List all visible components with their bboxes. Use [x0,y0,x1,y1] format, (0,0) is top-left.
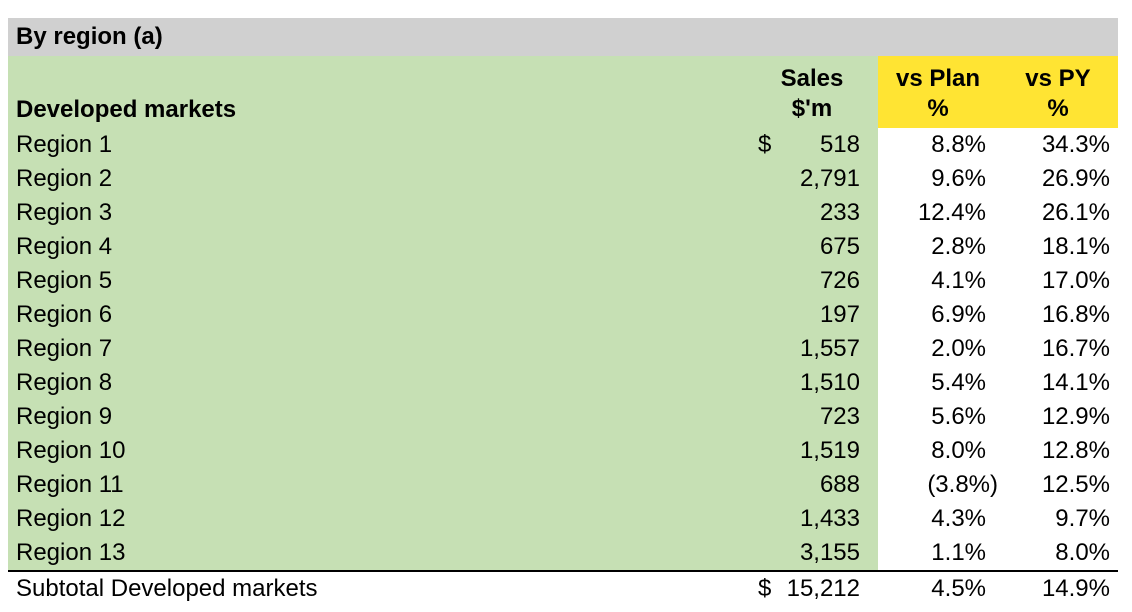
plan-column-header: vs Plan % [878,64,998,124]
subtotal-row: Subtotal Developed markets $ 15,212 4.5%… [8,570,1118,606]
sales-value: 726 [819,267,860,294]
region-name: Region 4 [16,233,113,260]
region-name: Region 9 [16,403,113,430]
plan-value: 4.3% [931,505,986,532]
sales-value: 723 [819,403,860,430]
sales-value: 1,433 [799,505,860,532]
py-value: 26.1% [1041,199,1110,226]
subtotal-sales: 15,212 [786,575,860,602]
table-body: Developed markets Sales $'m vs Plan % vs… [8,56,1118,606]
sales-header-line2: $'m [791,95,833,122]
sales-value: 2,791 [799,165,860,192]
table-row: Region 7 1,557 2.0% 16.7% [8,332,1118,366]
plan-value: 5.4% [931,369,986,396]
table-row: Region 13 3,155 1.1% 8.0% [8,536,1118,570]
currency-symbol: $ [758,575,772,602]
plan-value: 1.1% [931,539,986,566]
region-name: Region 7 [16,335,113,362]
plan-value: 2.0% [931,335,986,362]
sales-value: 197 [819,301,860,328]
py-value: 12.9% [1041,403,1110,430]
region-name: Region 13 [16,539,126,566]
subtotal-plan: 4.5% [931,575,986,602]
plan-value: 8.8% [931,131,986,158]
table-title: By region (a) [8,18,1118,56]
column-header-row: Developed markets Sales $'m vs Plan % vs… [8,56,1118,128]
table-row: Region 3 233 12.4% 26.1% [8,196,1118,230]
sales-value: 1,510 [799,369,860,396]
py-value: 8.0% [1055,539,1110,566]
subtotal-py: 14.9% [1041,575,1110,602]
region-name: Region 5 [16,267,113,294]
plan-value: (3.8%) [927,471,998,498]
sales-value: 688 [819,471,860,498]
table-row: Region 5 726 4.1% 17.0% [8,264,1118,298]
py-value: 34.3% [1041,131,1110,158]
plan-value: 4.1% [931,267,986,294]
sales-header-line1: Sales [780,65,844,92]
plan-value: 5.6% [931,403,986,430]
sales-value: 1,519 [799,437,860,464]
table-row: Region 11 688 (3.8%) 12.5% [8,468,1118,502]
sales-value: 518 [819,131,860,158]
py-value: 26.9% [1041,165,1110,192]
table-row: Region 6 197 6.9% 16.8% [8,298,1118,332]
sales-highlight [8,56,878,570]
region-name: Region 3 [16,199,113,226]
py-header-line1: vs PY [1025,65,1091,92]
table-row: Region 8 1,510 5.4% 14.1% [8,366,1118,400]
table-row: Region 1 $ 518 8.8% 34.3% [8,128,1118,162]
region-name: Region 8 [16,369,113,396]
sales-value: 1,557 [799,335,860,362]
py-header-line2: % [1047,95,1069,122]
plan-header-line1: vs Plan [895,65,981,92]
py-value: 16.8% [1041,301,1110,328]
sales-value: 675 [819,233,860,260]
plan-value: 2.8% [931,233,986,260]
plan-value: 9.6% [931,165,986,192]
subtotal-label: Subtotal Developed markets [16,575,318,602]
region-name: Region 2 [16,165,113,192]
sales-column-header: Sales $'m [762,64,862,124]
plan-value: 6.9% [931,301,986,328]
py-value: 18.1% [1041,233,1110,260]
py-value: 12.5% [1041,471,1110,498]
region-rows: Region 1 $ 518 8.8% 34.3% Region 2 2,791… [8,128,1118,606]
py-value: 17.0% [1041,267,1110,294]
table-row: Region 10 1,519 8.0% 12.8% [8,434,1118,468]
table-row: Region 9 723 5.6% 12.9% [8,400,1118,434]
percent-header-highlight [878,56,1118,128]
region-name: Region 1 [16,131,113,158]
table-row: Region 4 675 2.8% 18.1% [8,230,1118,264]
py-column-header: vs PY % [998,64,1118,124]
plan-value: 12.4% [917,199,986,226]
py-value: 14.1% [1041,369,1110,396]
region-name: Region 6 [16,301,113,328]
plan-header-line2: % [927,95,949,122]
py-value: 12.8% [1041,437,1110,464]
plan-value: 8.0% [931,437,986,464]
table-row: Region 12 1,433 4.3% 9.7% [8,502,1118,536]
region-name: Region 11 [16,471,124,498]
py-value: 16.7% [1041,335,1110,362]
region-name: Region 12 [16,505,126,532]
region-name: Region 10 [16,437,126,464]
section-label: Developed markets [16,96,237,123]
currency-symbol: $ [758,131,772,158]
table-row: Region 2 2,791 9.6% 26.9% [8,162,1118,196]
sales-value: 233 [819,199,860,226]
region-table: By region (a) Developed markets Sales $'… [8,18,1118,606]
py-value: 9.7% [1055,505,1110,532]
sales-value: 3,155 [799,539,860,566]
